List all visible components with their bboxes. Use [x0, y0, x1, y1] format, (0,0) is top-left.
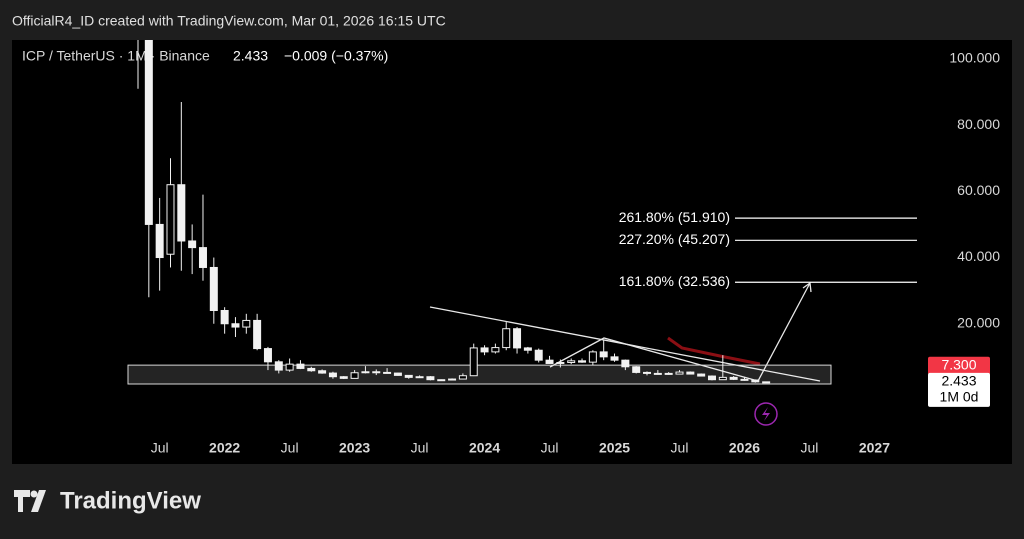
- trend-line: [549, 337, 759, 382]
- candle-body: [513, 328, 522, 349]
- candle-body: [231, 323, 240, 328]
- price-label-box: [928, 356, 990, 375]
- x-tick-label: 2027: [859, 440, 890, 456]
- candle-body: [567, 360, 576, 363]
- candle-body: [372, 371, 381, 374]
- x-tick-label: Jul: [671, 440, 689, 456]
- candle-body: [621, 359, 630, 368]
- x-tick-label: 2023: [339, 440, 370, 456]
- candle-body: [155, 223, 164, 259]
- chart-title: ICP / TetherUS · 1M · Binance: [22, 48, 210, 64]
- candle-body: [220, 310, 229, 325]
- candle-body: [523, 347, 532, 351]
- candle-body: [242, 319, 251, 328]
- candle-body: [707, 375, 716, 381]
- candle-body: [318, 370, 327, 374]
- candle-body: [307, 367, 316, 372]
- alert-bolt: [762, 407, 770, 421]
- candle-body: [610, 356, 619, 361]
- candle-body: [480, 347, 489, 353]
- y-tick-label: 60.000: [957, 182, 1000, 198]
- arrow-head: [802, 281, 812, 293]
- candle-body: [588, 351, 597, 363]
- candle-body: [350, 372, 359, 379]
- candle-body: [285, 363, 294, 371]
- candle-body: [253, 319, 262, 350]
- candle-body: [166, 184, 175, 255]
- candle-body: [144, 40, 153, 225]
- candle-body: [361, 371, 370, 374]
- x-tick-label: 2024: [469, 440, 500, 456]
- candle-body: [762, 381, 771, 384]
- x-tick-label: Jul: [411, 440, 429, 456]
- fib-label: 261.80% (51.910): [619, 209, 730, 225]
- candle-body: [198, 247, 207, 268]
- candle-body: [534, 349, 543, 361]
- y-tick-label: 100.000: [949, 50, 1000, 66]
- candle-body: [177, 184, 186, 242]
- price-label-box: [928, 372, 990, 407]
- candle-body: [545, 359, 554, 364]
- candle-body: [491, 347, 500, 353]
- candle-body: [686, 371, 695, 375]
- candle-body: [263, 348, 272, 363]
- candle-body: [643, 371, 652, 374]
- x-tick-label: 2025: [599, 440, 630, 456]
- candle-body: [274, 361, 283, 371]
- chart-panel: [12, 40, 1012, 464]
- credit: OfficialR4_ID created with TradingView.c…: [12, 13, 446, 29]
- zone: [127, 364, 832, 385]
- last-price: 2.433: [233, 48, 268, 64]
- candle-body: [740, 378, 749, 381]
- price-label: 7.300: [941, 356, 976, 372]
- candle-body: [697, 373, 706, 377]
- candle-body: [675, 371, 684, 375]
- candle-body: [556, 361, 565, 364]
- logo: [14, 490, 46, 512]
- y-tick-label: 40.000: [957, 248, 1000, 264]
- candle-body: [458, 375, 467, 380]
- brand: TradingView: [60, 487, 201, 514]
- y-tick-label: 80.000: [957, 116, 1000, 132]
- x-tick-label: Jul: [151, 440, 169, 456]
- indicator-line: [667, 336, 761, 366]
- candle-body: [415, 376, 424, 379]
- candle-body: [469, 347, 478, 377]
- candle-body: [664, 372, 673, 375]
- alert-icon[interactable]: [754, 402, 778, 426]
- fib-label: 227.20% (45.207): [619, 231, 730, 247]
- candle-body: [448, 378, 457, 381]
- price-change: −0.009 (−0.37%): [284, 48, 388, 64]
- candle-body: [502, 328, 511, 349]
- candle-body: [188, 240, 197, 249]
- price-label: 2.433: [941, 373, 976, 389]
- x-tick-label: 2022: [209, 440, 240, 456]
- candle-body: [578, 360, 587, 363]
- candle-body: [209, 266, 218, 312]
- x-tick-label: Jul: [801, 440, 819, 456]
- y-tick-label: 20.000: [957, 314, 1000, 330]
- candle-body: [339, 376, 348, 379]
- candle-body: [383, 371, 392, 374]
- candle-body: [393, 372, 402, 376]
- candle-body: [328, 372, 337, 378]
- x-tick-label: Jul: [281, 440, 299, 456]
- candle-body: [632, 366, 641, 373]
- x-tick-label: Jul: [541, 440, 559, 456]
- price-label-sub: 1M 0d: [940, 389, 979, 405]
- x-tick-label: 2026: [729, 440, 760, 456]
- candle-body: [751, 379, 760, 383]
- candle-body: [718, 376, 727, 381]
- fib-label: 161.80% (32.536): [619, 273, 730, 289]
- candle-body: [296, 363, 305, 369]
- candle-body: [653, 372, 662, 375]
- candle-body: [404, 374, 413, 378]
- candle-body: [437, 379, 446, 382]
- candle-body: [426, 376, 435, 381]
- candle-body: [729, 376, 738, 380]
- candle-body: [599, 351, 608, 358]
- plot-area: [127, 40, 832, 385]
